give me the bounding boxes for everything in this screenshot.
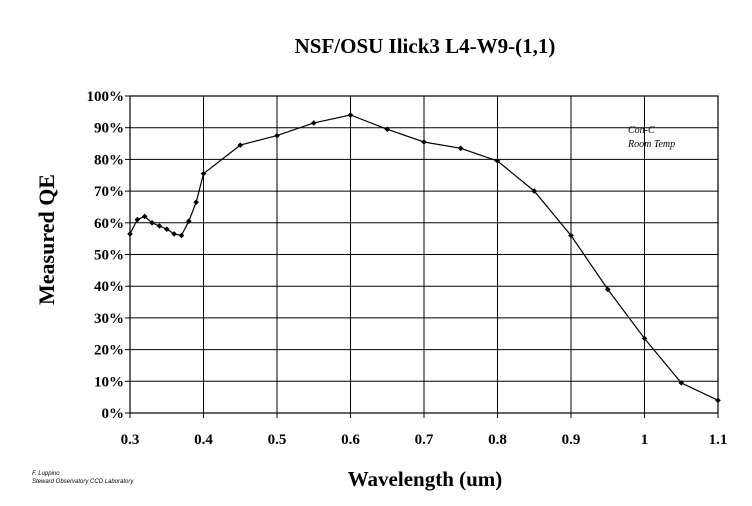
qe-data-point [347,112,354,118]
qe-data-point [715,397,721,404]
y-tick-label: 30% [94,311,124,327]
qe-data-point [127,231,133,237]
qe-data-point [604,286,611,293]
annotation-temperature: Room Temp [628,139,676,150]
qe-data-point [274,132,280,139]
x-tick-label: 0.7 [415,432,434,448]
x-tick-label: 0.5 [268,432,287,448]
x-tick-label: 1 [641,432,649,448]
qe-data-point [149,220,155,226]
x-tick-label: 0.9 [562,432,581,448]
qe-data-point [134,216,141,223]
qe-data-point [163,226,170,232]
qe-data-point [310,120,317,126]
qe-data-point [457,145,464,152]
x-tick-label: 0.3 [121,432,140,448]
qe-data-point [156,223,163,229]
y-tick-label: 70% [94,184,124,200]
qe-data-point [171,231,177,237]
qe-data-point [531,188,538,194]
y-tick-label: 100% [87,89,125,105]
qe-data-point [384,126,391,133]
x-tick-label: 0.4 [194,432,213,448]
x-tick-label: 0.6 [341,432,360,448]
qe-data-point [641,335,648,342]
y-tick-label: 90% [94,121,124,137]
qe-data-point [494,158,501,164]
y-tick-label: 20% [94,343,124,359]
credit-lab: Steward Observatory CCD Laboratory [32,479,134,485]
qe-data-point [141,213,148,220]
qe-data-point [193,199,199,205]
qe-data-point [186,218,192,225]
y-tick-label: 60% [94,216,124,232]
qe-data-point [678,380,685,386]
qe-data-point [178,232,185,239]
y-tick-label: 40% [94,279,124,295]
credit-text: F. Luppino Steward Observatory CCD Labor… [32,470,133,486]
x-tick-label: 0.8 [488,432,507,448]
qe-data-point [568,232,574,239]
x-axis-label: Wavelength (um) [347,467,503,491]
credit-author: F. Luppino [32,471,60,477]
chart-title: NSF/OSU Ilick3 L4-W9-(1,1) [294,34,556,58]
y-tick-label: 80% [94,152,124,168]
annotation-condition: Con-C [628,125,655,136]
y-tick-label: 50% [94,248,124,264]
y-tick-label: 10% [94,374,124,390]
qe-data-point [421,139,427,145]
x-tick-label: 1.1 [709,432,728,448]
y-tick-label: 0% [102,406,125,422]
qe-data-point [237,142,244,148]
qe-data-point [200,170,207,177]
annotation-notes: Con-C Room Temp [628,124,675,152]
